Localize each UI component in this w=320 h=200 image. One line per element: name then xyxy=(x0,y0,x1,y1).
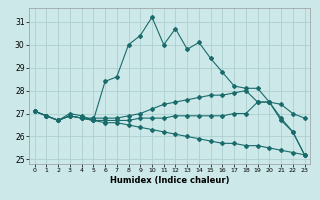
X-axis label: Humidex (Indice chaleur): Humidex (Indice chaleur) xyxy=(110,176,229,185)
